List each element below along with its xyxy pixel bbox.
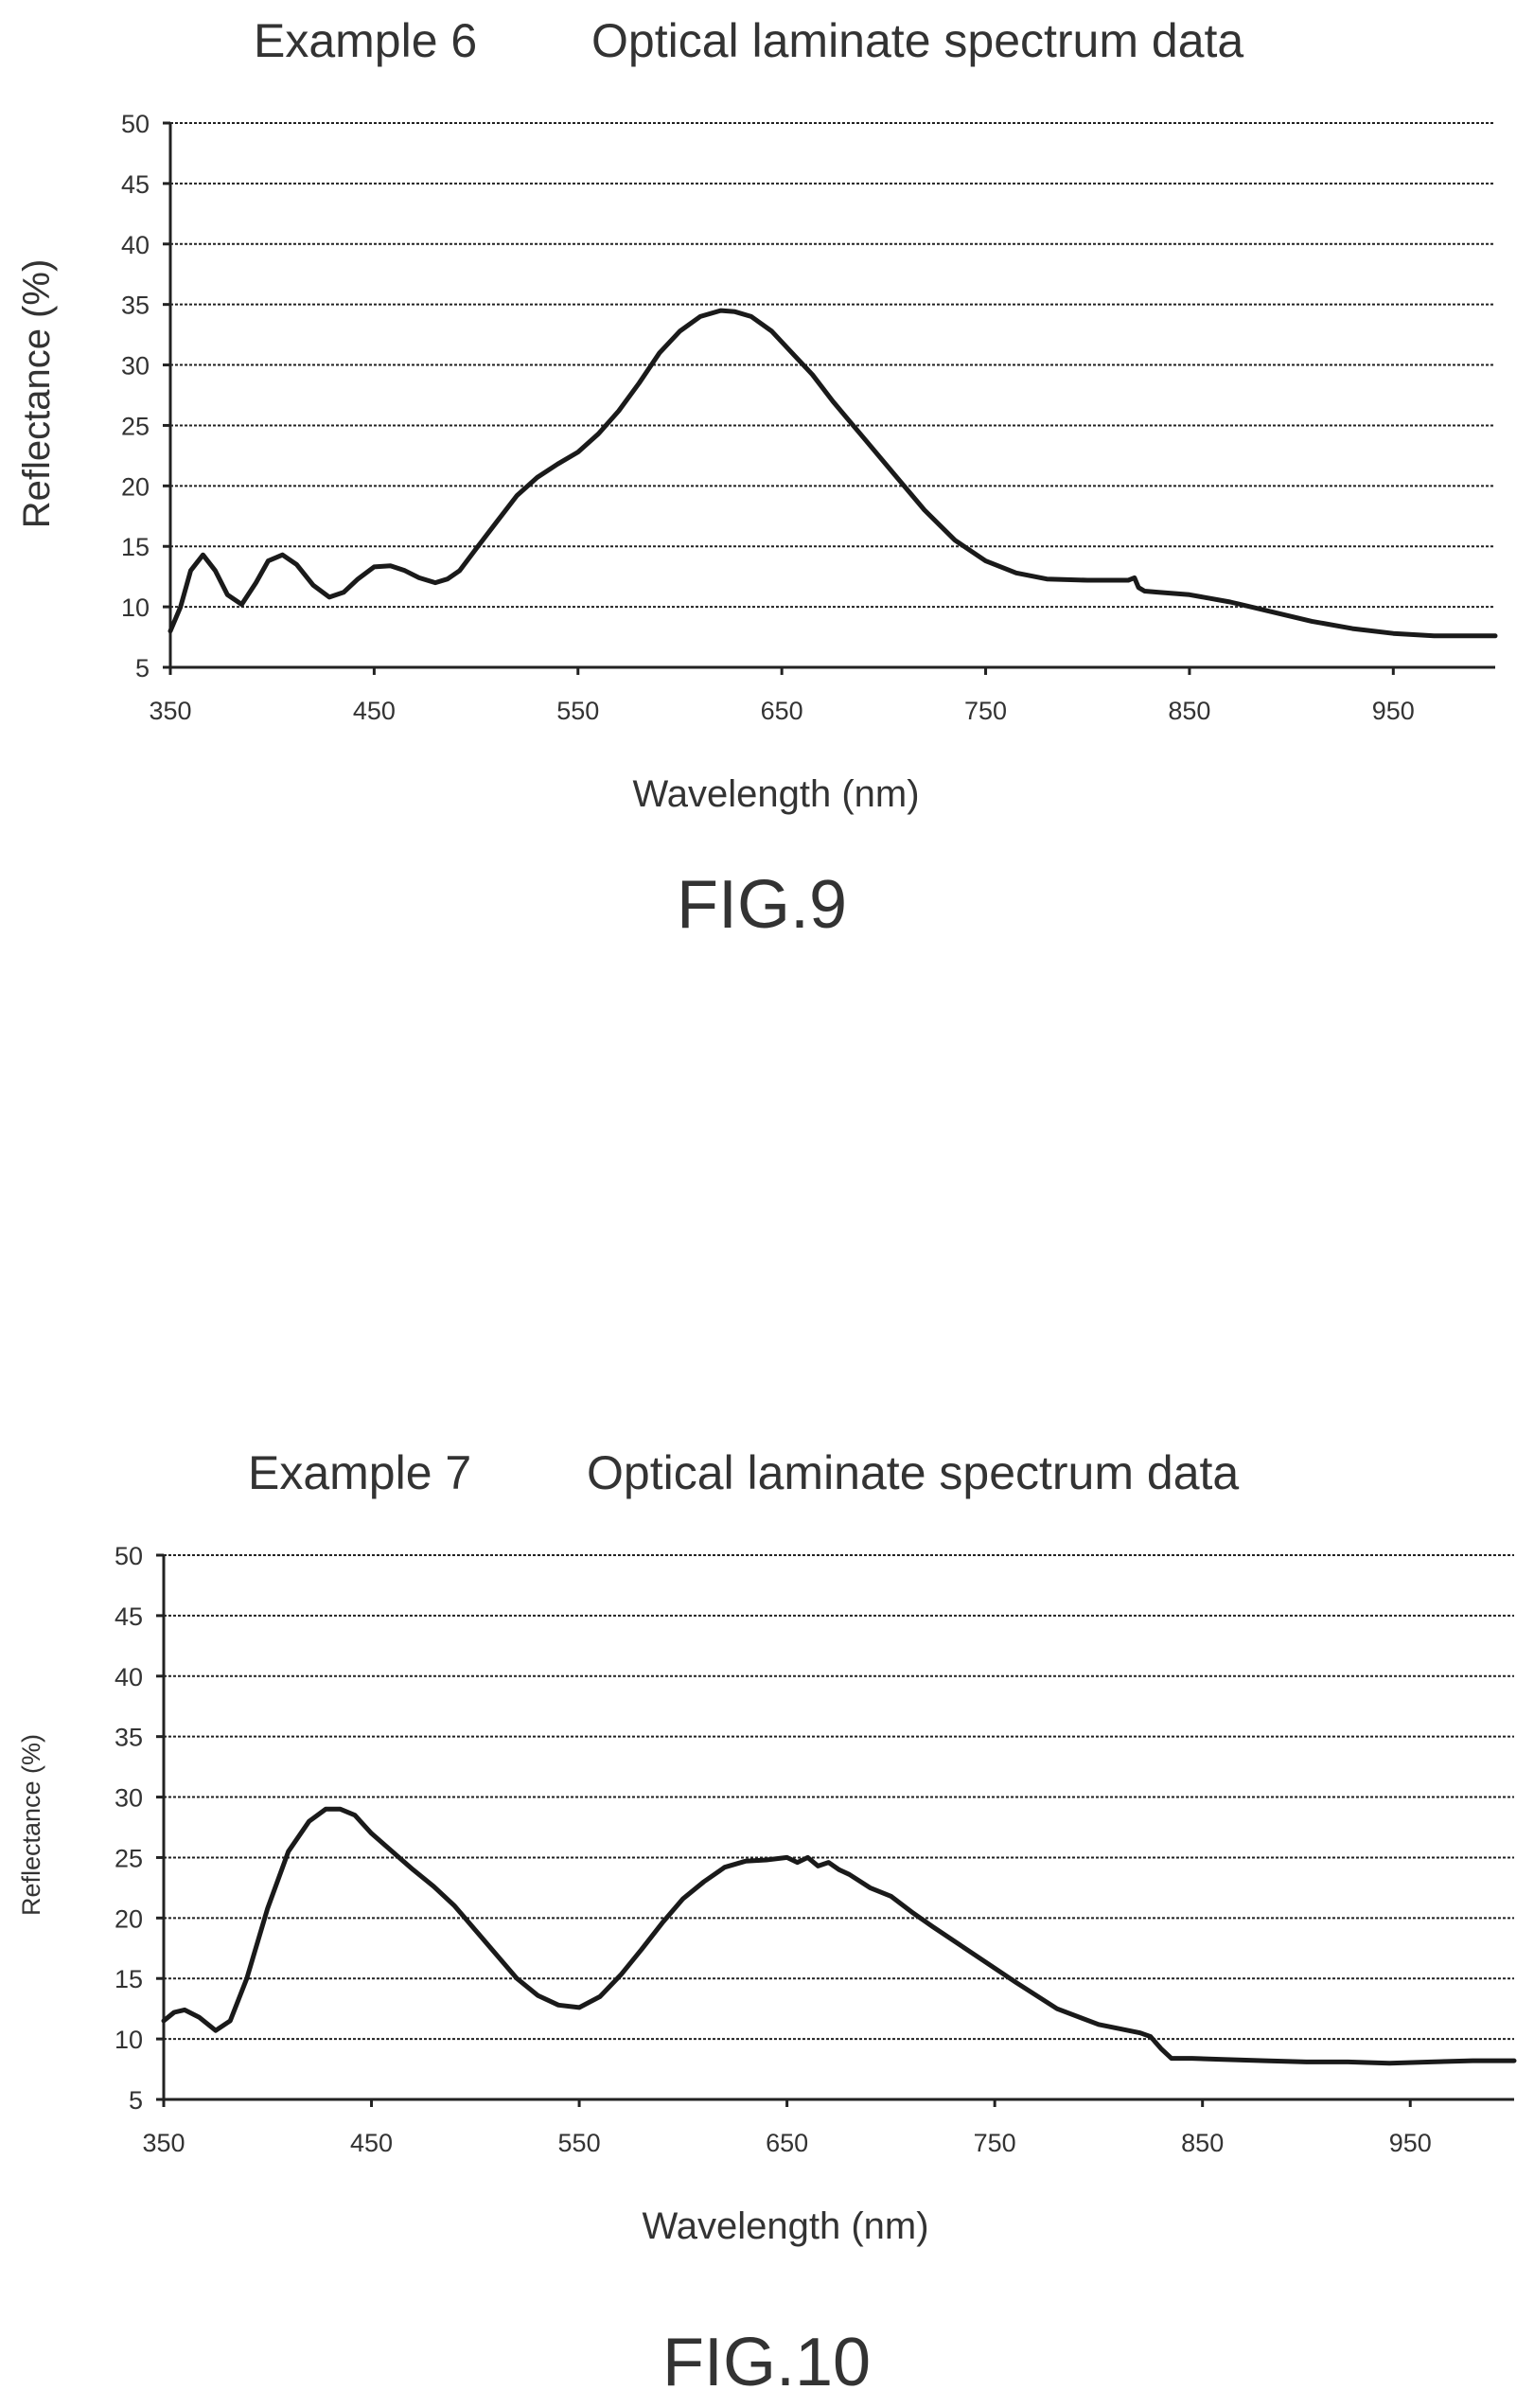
y-tick-label-10: 10 <box>121 593 150 622</box>
chart-title-text: Optical laminate spectrum data <box>587 1446 1239 1499</box>
y-tick-label-30: 30 <box>121 352 150 381</box>
grid-lines <box>164 1554 1514 2041</box>
chart-title-example: Example 6 <box>254 14 477 67</box>
y-tick-label-35: 35 <box>121 292 150 320</box>
series-line <box>168 308 1498 639</box>
y-tick-label-25: 25 <box>121 412 150 440</box>
x-tick-labels: 350 450 550 650 750 850 950 <box>149 697 1414 725</box>
x-tick-label-750: 750 <box>974 2129 1016 2157</box>
chart-title-example: Example 7 <box>248 1446 471 1499</box>
x-tick-label-550: 550 <box>556 697 599 725</box>
y-tick-label-5: 5 <box>135 654 150 682</box>
x-tick-label-450: 450 <box>350 2129 393 2157</box>
x-tick-label-850: 850 <box>1181 2129 1224 2157</box>
y-tick-label-35: 35 <box>115 1724 143 1752</box>
y-tick-label-30: 30 <box>115 1784 143 1813</box>
y-tick-label-40: 40 <box>115 1663 143 1691</box>
chart-fig10: Example 7 Optical laminate spectrum data… <box>17 1446 1517 2400</box>
y-tick-labels: 5 10 15 20 25 30 35 40 45 50 <box>121 110 150 682</box>
y-tick-label-40: 40 <box>121 231 150 259</box>
grid-lines <box>170 122 1495 609</box>
x-tick-label-950: 950 <box>1372 697 1415 725</box>
x-tick-label-450: 450 <box>353 697 396 725</box>
chart-fig9: Example 6 Optical laminate spectrum data… <box>16 14 1498 943</box>
y-tick-label-50: 50 <box>115 1542 143 1570</box>
x-axis-label: Wavelength (nm) <box>642 2205 928 2247</box>
axes <box>156 1553 1514 2107</box>
axes <box>163 121 1495 675</box>
y-tick-label-20: 20 <box>115 1904 143 1933</box>
x-axis-label: Wavelength (nm) <box>632 773 919 815</box>
y-axis-label: Reflectance (%) <box>17 1734 45 1916</box>
y-tick-labels: 5 10 15 20 25 30 35 40 45 50 <box>115 1542 143 2115</box>
figure-label: FIG.9 <box>677 867 847 943</box>
x-tick-labels: 350 450 550 650 750 850 950 <box>142 2129 1431 2157</box>
y-tick-label-25: 25 <box>115 1844 143 1872</box>
y-tick-label-15: 15 <box>115 1965 143 1993</box>
y-tick-label-10: 10 <box>115 2026 143 2054</box>
y-tick-label-15: 15 <box>121 533 150 561</box>
y-tick-label-20: 20 <box>121 472 150 501</box>
chart-title-text: Optical laminate spectrum data <box>591 14 1243 67</box>
y-axis-label: Reflectance (%) <box>16 259 58 529</box>
x-tick-label-750: 750 <box>964 697 1007 725</box>
series-line <box>161 1806 1517 2066</box>
x-tick-label-950: 950 <box>1389 2129 1432 2157</box>
figure-label: FIG.10 <box>662 2325 871 2400</box>
x-tick-label-350: 350 <box>142 2129 185 2157</box>
x-tick-label-550: 550 <box>558 2129 601 2157</box>
x-tick-label-850: 850 <box>1168 697 1210 725</box>
y-tick-label-5: 5 <box>129 2086 143 2115</box>
x-tick-label-350: 350 <box>149 697 191 725</box>
x-tick-label-650: 650 <box>761 697 803 725</box>
y-tick-label-45: 45 <box>115 1602 143 1631</box>
y-tick-label-50: 50 <box>121 110 150 138</box>
y-tick-label-45: 45 <box>121 170 150 199</box>
x-tick-label-650: 650 <box>766 2129 808 2157</box>
